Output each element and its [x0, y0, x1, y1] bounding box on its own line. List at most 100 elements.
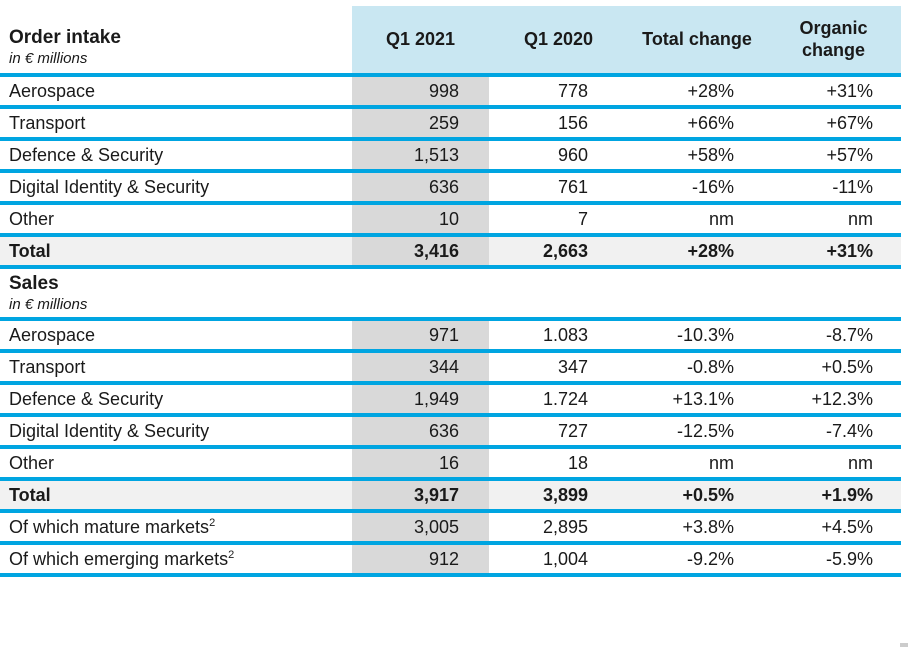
value-q1-2020: 7 — [489, 203, 628, 237]
financial-results-table: Order intake in € millions Q1 2021 Q1 20… — [0, 6, 901, 577]
value-q1-2020: 2,663 — [489, 235, 628, 269]
value-q1-2021: 3,917 — [352, 479, 489, 513]
column-header-organic-change: Organic change — [766, 6, 901, 77]
value-q1-2020: 1.083 — [489, 319, 628, 353]
row-label: Other — [0, 447, 352, 481]
row-label: Defence & Security — [0, 139, 352, 173]
section-title: Sales — [9, 273, 59, 295]
row-label: Total — [0, 479, 352, 513]
value-total-change: +0.5% — [628, 479, 766, 513]
value-q1-2021: 912 — [352, 543, 489, 577]
table-row: Aerospace 971 1.083 -10.3% -8.7% — [0, 319, 901, 353]
value-total-change: -0.8% — [628, 351, 766, 385]
value-q1-2020: 18 — [489, 447, 628, 481]
value-total-change: nm — [628, 203, 766, 237]
table-row: Digital Identity & Security 636 761 -16% -11… — [0, 171, 901, 205]
column-header-total-change: Total change — [628, 6, 766, 77]
value-q1-2020: 347 — [489, 351, 628, 385]
value-total-change: +28% — [628, 235, 766, 269]
table-row: Total 3,416 2,663 +28% +31% — [0, 235, 901, 269]
table-row: Defence & Security 1,513 960 +58% +57% — [0, 139, 901, 173]
value-organic-change: +67% — [766, 107, 901, 141]
section-header-cell: Sales in € millions — [0, 267, 901, 321]
section-subtitle: in € millions — [9, 50, 88, 67]
value-q1-2021: 971 — [352, 319, 489, 353]
section-title: Order intake — [9, 27, 121, 49]
row-label: Defence & Security — [0, 383, 352, 417]
value-q1-2021: 259 — [352, 107, 489, 141]
row-label: Aerospace — [0, 75, 352, 109]
row-label: Transport — [0, 107, 352, 141]
value-organic-change: +0.5% — [766, 351, 901, 385]
value-total-change: -9.2% — [628, 543, 766, 577]
value-total-change: -16% — [628, 171, 766, 205]
value-total-change: +3.8% — [628, 511, 766, 545]
value-organic-change: +31% — [766, 235, 901, 269]
value-q1-2021: 636 — [352, 415, 489, 449]
value-q1-2020: 960 — [489, 139, 628, 173]
value-q1-2021: 3,005 — [352, 511, 489, 545]
row-label: Of which mature markets2 — [0, 511, 352, 545]
section-subtitle: in € millions — [9, 295, 88, 313]
section-header-sales: Sales in € millions — [0, 267, 901, 321]
value-q1-2020: 1,004 — [489, 543, 628, 577]
table-row: Of which mature markets2 3,005 2,895 +3.8% +… — [0, 511, 901, 545]
value-organic-change: +31% — [766, 75, 901, 109]
table-header-row: Order intake in € millions Q1 2021 Q1 20… — [0, 6, 901, 77]
table-row: Transport 344 347 -0.8% +0.5% — [0, 351, 901, 385]
row-label: Of which emerging markets2 — [0, 543, 352, 577]
value-q1-2021: 1,949 — [352, 383, 489, 417]
order-intake-header-cell: Order intake in € millions — [0, 6, 352, 77]
footnote-ref: 2 — [228, 548, 235, 561]
value-q1-2021: 10 — [352, 203, 489, 237]
value-organic-change: -5.9% — [766, 543, 901, 577]
value-organic-change: +12.3% — [766, 383, 901, 417]
value-organic-change: -8.7% — [766, 319, 901, 353]
screen-edge-artifact — [900, 643, 908, 647]
value-q1-2021: 344 — [352, 351, 489, 385]
value-q1-2020: 761 — [489, 171, 628, 205]
row-label: Transport — [0, 351, 352, 385]
value-q1-2020: 727 — [489, 415, 628, 449]
value-organic-change: -11% — [766, 171, 901, 205]
value-organic-change: -7.4% — [766, 415, 901, 449]
table-row: Of which emerging markets2 912 1,004 -9.2% -… — [0, 543, 901, 577]
value-q1-2021: 998 — [352, 75, 489, 109]
value-total-change: nm — [628, 447, 766, 481]
value-q1-2021: 3,416 — [352, 235, 489, 269]
value-total-change: +28% — [628, 75, 766, 109]
table-row: Other 10 7 nm nm — [0, 203, 901, 237]
table-row: Digital Identity & Security 636 727 -12.5% -… — [0, 415, 901, 449]
table-row: Other 16 18 nm nm — [0, 447, 901, 481]
value-q1-2020: 1.724 — [489, 383, 628, 417]
value-q1-2021: 16 — [352, 447, 489, 481]
value-total-change: +58% — [628, 139, 766, 173]
value-q1-2020: 3,899 — [489, 479, 628, 513]
footnote-ref: 2 — [209, 516, 216, 529]
value-organic-change: +4.5% — [766, 511, 901, 545]
value-total-change: +66% — [628, 107, 766, 141]
value-q1-2021: 1,513 — [352, 139, 489, 173]
value-q1-2021: 636 — [352, 171, 489, 205]
column-header-q1-2020: Q1 2020 — [489, 6, 628, 77]
value-organic-change: nm — [766, 203, 901, 237]
row-label: Digital Identity & Security — [0, 171, 352, 205]
value-organic-change: +57% — [766, 139, 901, 173]
value-q1-2020: 778 — [489, 75, 628, 109]
row-label: Other — [0, 203, 352, 237]
row-label: Aerospace — [0, 319, 352, 353]
value-organic-change: +1.9% — [766, 479, 901, 513]
table-body: Aerospace 998 778 +28% +31% Transport 259 156 +6… — [0, 75, 901, 577]
value-total-change: +13.1% — [628, 383, 766, 417]
value-total-change: -12.5% — [628, 415, 766, 449]
table-row: Defence & Security 1,949 1.724 +13.1% +12.3% — [0, 383, 901, 417]
row-label: Total — [0, 235, 352, 269]
value-total-change: -10.3% — [628, 319, 766, 353]
column-header-q1-2021: Q1 2021 — [352, 6, 489, 77]
table-row: Transport 259 156 +66% +67% — [0, 107, 901, 141]
table-row: Total 3,917 3,899 +0.5% +1.9% — [0, 479, 901, 513]
table-row: Aerospace 998 778 +28% +31% — [0, 75, 901, 109]
value-q1-2020: 156 — [489, 107, 628, 141]
row-label: Digital Identity & Security — [0, 415, 352, 449]
